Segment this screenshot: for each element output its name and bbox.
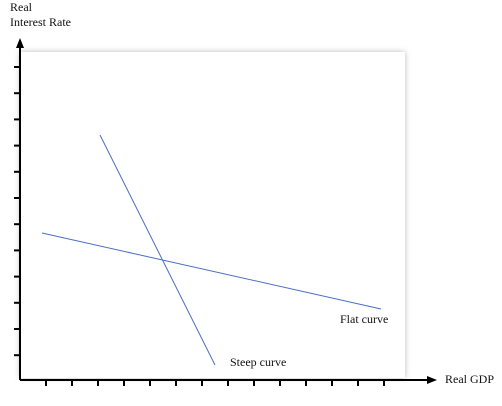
steep-curve (99, 134, 216, 366)
y-arrow (16, 38, 24, 48)
plot-area (20, 52, 405, 378)
y-axis-label: Real (10, 0, 33, 14)
curve-label: Steep curve (230, 355, 286, 369)
y-axis-label: Interest Rate (10, 15, 71, 29)
x-arrow (427, 376, 437, 384)
x-axis-label: Real GDP (445, 372, 494, 386)
flat-curve (41, 232, 382, 310)
ticks (14, 66, 385, 386)
curve-label: Flat curve (340, 312, 388, 326)
